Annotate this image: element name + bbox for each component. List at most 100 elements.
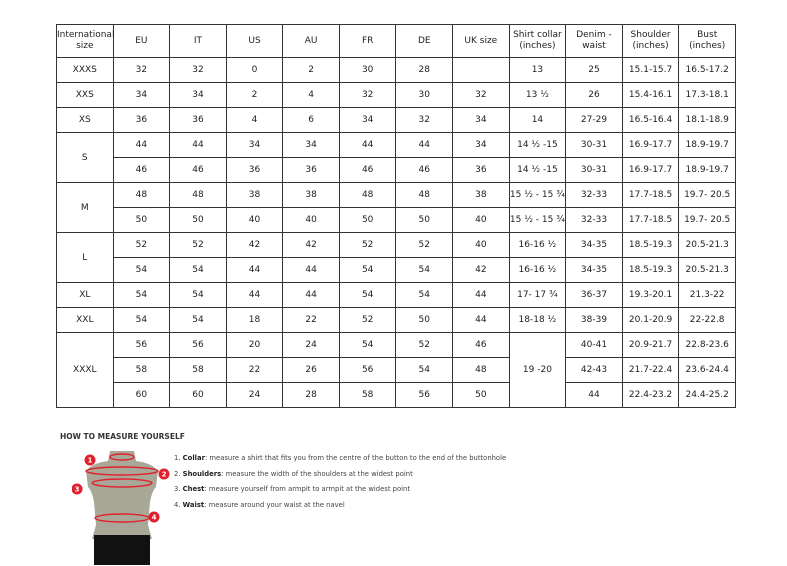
table-cell: 58: [169, 357, 227, 383]
table-cell: 15 ½ - 15 ¾: [508, 207, 567, 233]
table-cell: 17.3-18.1: [678, 82, 736, 108]
table-cell: XXXL: [56, 332, 114, 408]
table-cell: 18.5-19.3: [621, 232, 680, 258]
marker-2: 2: [162, 471, 167, 479]
table-cell: 46: [452, 332, 510, 358]
table-cell: 50: [338, 207, 397, 233]
step-number: 3.: [174, 485, 181, 493]
table-cell: 54: [338, 332, 397, 358]
table-cell: 2: [225, 82, 284, 108]
table-cell: 40: [282, 207, 340, 233]
measurement-steps: 1. Collar: measure a shirt that fits you…: [174, 451, 506, 513]
step-text: : measure the width of the shoulders at …: [221, 469, 413, 478]
step-waist: 4. Waist: measure around your waist at t…: [174, 498, 506, 514]
table-cell: 21.7-22.4: [621, 357, 680, 383]
table-cell: 36: [169, 107, 227, 133]
column-header: AU: [282, 24, 340, 58]
table-cell: 54: [395, 357, 454, 383]
table-cell: 16.5-16.4: [621, 107, 680, 133]
table-cell: 4: [225, 107, 284, 133]
table-cell: 32: [452, 82, 510, 108]
table-row: 60 60 24 28 58 56 50 44 22.4-23.2 24.4-25.2: [57, 382, 736, 408]
table-cell: 56: [112, 332, 171, 358]
table-cell: 22.8-23.6: [678, 332, 736, 358]
table-cell: 16-16 ½: [508, 257, 567, 283]
table-cell: 30: [395, 82, 454, 108]
step-number: 2.: [174, 469, 181, 478]
table-cell: 26: [282, 357, 340, 383]
size-chart-table: International size EU IT US AU FR DE UK size Shi…: [56, 24, 736, 408]
table-cell: 48: [395, 182, 454, 208]
table-cell: 32: [112, 57, 171, 83]
table-cell: 42: [452, 257, 510, 283]
table-cell: 18.1-18.9: [678, 107, 736, 133]
table-cell: 38: [452, 182, 510, 208]
table-cell: 32: [395, 107, 454, 133]
step-number: 1.: [174, 454, 181, 462]
table-cell: S: [56, 132, 114, 183]
table-cell: XS: [56, 107, 114, 133]
table-cell: 20.5-21.3: [678, 257, 736, 283]
table-cell: 58: [338, 382, 397, 408]
table-cell: 52: [395, 332, 454, 358]
table-cell: 50: [112, 207, 171, 233]
shorts-shape: [94, 535, 150, 565]
table-cell: 19 -20: [508, 332, 567, 408]
step-text: : measure yourself from armpit to armpit…: [204, 485, 410, 493]
table-cell: 14: [508, 107, 567, 133]
column-header: IT: [169, 24, 227, 58]
table-cell: 52: [395, 232, 454, 258]
table-cell: M: [56, 182, 114, 233]
table-cell: 54: [338, 257, 397, 283]
table-row: XS 36 36 4 6 34 32 34 14 27-29 16.5-16.4 18.1-18.9: [56, 107, 736, 133]
column-header: UK size: [452, 24, 510, 58]
column-header: Denim - waist: [565, 24, 623, 58]
table-cell: 40: [225, 207, 284, 233]
table-cell: 36-37: [565, 282, 623, 308]
table-cell: 14 ½ -15: [508, 132, 567, 158]
table-cell: 13: [508, 57, 567, 83]
table-cell: 18.9-19.7: [678, 157, 736, 183]
marker-3: 3: [75, 486, 80, 494]
table-cell: 54: [395, 257, 454, 283]
table-cell: 52: [112, 232, 171, 258]
table-cell: 48: [169, 182, 227, 208]
shoulder-measure-line: [85, 466, 159, 476]
table-cell: 44: [169, 132, 227, 158]
table-cell: 44: [452, 282, 510, 308]
table-cell: 56: [395, 382, 454, 408]
table-cell: 32: [338, 82, 397, 108]
table-cell: 23.6-24.4: [678, 357, 736, 383]
table-cell: 44: [395, 132, 454, 158]
table-cell: 38: [225, 182, 284, 208]
table-cell: 44: [282, 282, 340, 308]
table-cell: 54: [112, 257, 171, 283]
table-cell: 25: [565, 57, 623, 83]
table-cell: 32-33: [565, 207, 623, 233]
chest-measure-line: [91, 478, 153, 488]
table-row: XL 54 54 44 44 54 54 44 17- 17 ¾ 36-37 19.3-20.1 21…: [56, 282, 736, 308]
table-cell: 44: [338, 132, 397, 158]
table-row: 46 46 36 36 46 46 36 14 ½ -15 30-31 16.9-17.7 18.9…: [57, 157, 736, 183]
table-cell: 19.7- 20.5: [678, 182, 736, 208]
table-cell: 18.9-19.7: [678, 132, 736, 158]
how-to-measure-title: HOW TO MEASURE YOURSELF: [60, 432, 185, 441]
table-cell: 30-31: [565, 132, 623, 158]
table-cell: 36: [452, 157, 510, 183]
step-label: Chest: [182, 485, 205, 493]
table-cell: 18-18 ½: [508, 307, 567, 333]
table-cell: 20.9-21.7: [621, 332, 680, 358]
step-shoulders: 2. Shoulders: measure the width of the s…: [174, 467, 506, 483]
table-cell: 44: [282, 257, 340, 283]
table-cell: 30: [338, 57, 397, 83]
table-cell: XXS: [56, 82, 114, 108]
table-cell: 24: [282, 332, 340, 358]
table-cell: 15.4-16.1: [621, 82, 680, 108]
table-cell: 44: [225, 282, 284, 308]
table-cell: 16.9-17.7: [621, 132, 680, 158]
table-cell: 54: [169, 307, 227, 333]
table-cell: 18: [225, 307, 284, 333]
table-cell: 34: [452, 132, 510, 158]
table-cell: 42-43: [565, 357, 623, 383]
table-row: XXXS 32 32 0 2 30 28 13 25 15.1-15.7 16.5-17.2: [56, 57, 736, 83]
